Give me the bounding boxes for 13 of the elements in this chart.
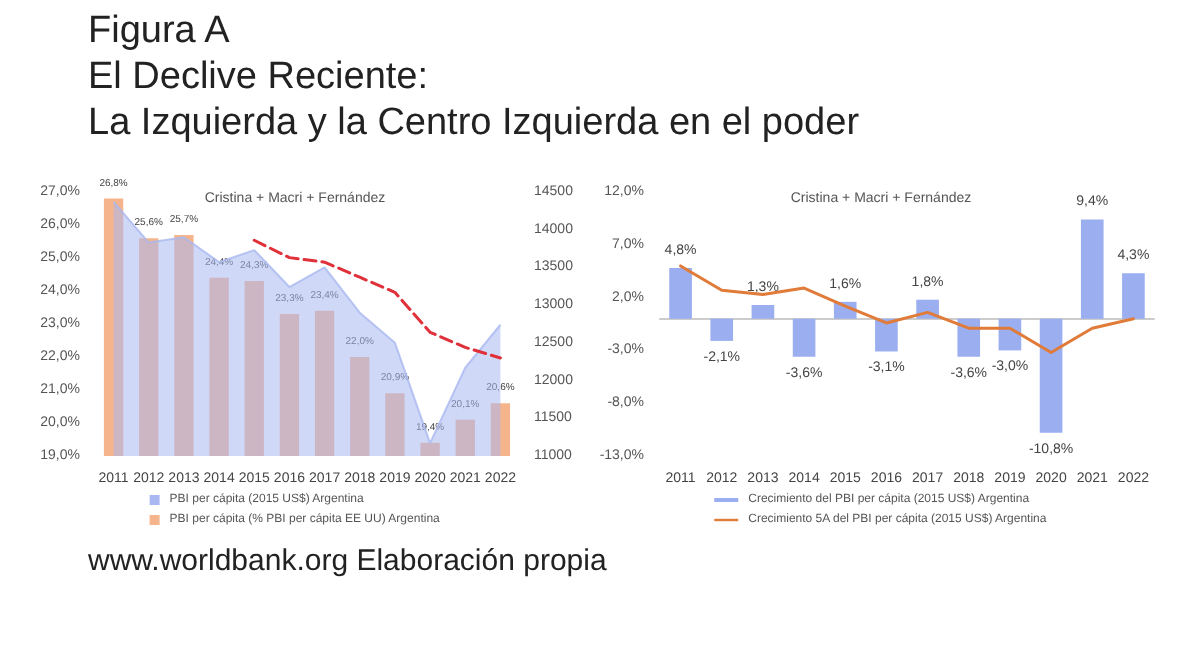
text: www.worldbank.org Elaboración propia [88,544,607,578]
bar [957,318,981,357]
chart-subtitle: El Declive Reciente: La Izquierda y la Centro Izquierda en el poder [88,54,860,146]
bar [710,318,734,341]
bar [792,318,816,357]
bar [875,318,898,352]
line-series [679,264,1135,355]
bar [1122,273,1145,319]
bar [751,304,775,319]
chart-title: Figura A [88,8,232,54]
bar [1039,318,1063,433]
bar [669,268,692,319]
bar [1080,219,1104,319]
